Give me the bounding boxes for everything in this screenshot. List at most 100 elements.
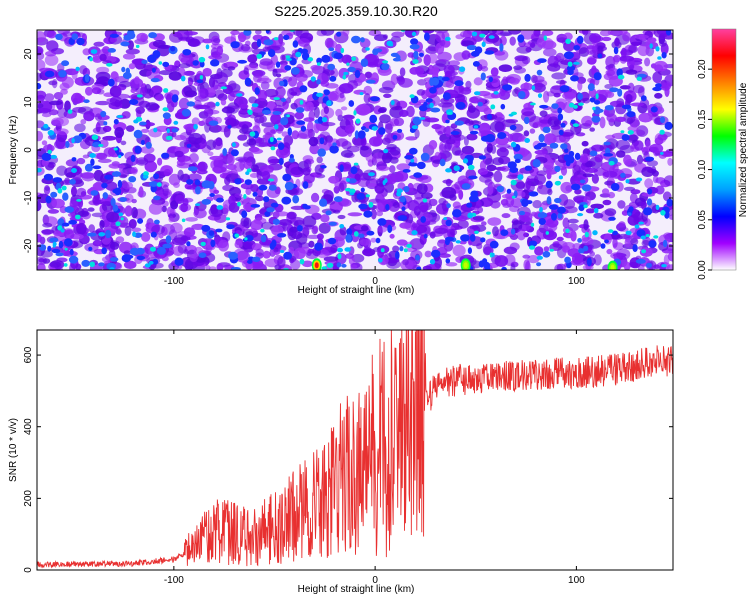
spectrogram-cell [270, 113, 282, 125]
spectrogram-cell [135, 106, 145, 114]
spectrogram-cell [411, 31, 417, 37]
spectrogram-cell [118, 212, 124, 217]
spectrogram-cell [538, 218, 546, 225]
spectrogram-cell [339, 164, 344, 173]
spectrogram-cell [142, 175, 149, 179]
spectrogram-cell [221, 106, 235, 114]
spectrogram-cell [328, 47, 335, 52]
spectrogram-cell [96, 89, 105, 95]
spectrogram-cell [583, 219, 589, 231]
spectrogram-cell [63, 263, 68, 267]
spectrogram-cell [175, 194, 185, 204]
x-tick-label: 0 [372, 276, 378, 287]
spectrogram-cell [459, 66, 466, 72]
spectrogram-cell [183, 31, 198, 36]
spectrogram-cell [61, 60, 70, 67]
spectrogram-cell [292, 40, 299, 48]
spectrogram-cell [220, 86, 227, 90]
spectrogram-cell [290, 259, 301, 270]
spectrogram-cell [44, 54, 59, 66]
spectrogram-cell [83, 99, 90, 104]
spectrogram-cell [577, 81, 583, 91]
spectrogram-cell [640, 200, 647, 210]
spectrogram-cell [443, 217, 448, 221]
spectrogram-cell [491, 252, 495, 257]
spectrogram-cell [453, 84, 464, 94]
spectrogram-cell [451, 161, 458, 167]
spectrogram-cell [76, 222, 87, 235]
spectrogram-cell [173, 234, 189, 244]
spectrogram-cell [316, 92, 323, 97]
spectrogram-cell [477, 168, 489, 176]
snr-x-ticks: -100 0 100 [164, 330, 585, 586]
spectrogram-cell [532, 200, 542, 209]
spectrogram-cell [374, 34, 388, 42]
spectrogram-cell [178, 63, 191, 69]
spectrogram-cell [260, 234, 267, 243]
spectrogram-cell [148, 32, 158, 39]
spectrogram-cell [636, 76, 642, 82]
spectrogram-cell [37, 233, 42, 243]
spectrogram-cell [155, 94, 164, 102]
spectrogram-cell [272, 68, 278, 77]
spectrogram-cell [441, 200, 450, 212]
spectrogram-cell [468, 164, 475, 170]
spectrogram-cell [270, 129, 276, 134]
spectrogram-cell [661, 264, 667, 268]
spectrogram-cell [41, 140, 48, 146]
spectrogram-cell [252, 261, 260, 266]
spectrogram-cell [208, 181, 215, 190]
spectrogram-cell [636, 125, 649, 137]
spectrogram-cell [240, 216, 250, 227]
spectrogram-cell [277, 142, 285, 150]
spectrogram-cell [161, 205, 167, 213]
spectrogram-cell [110, 241, 120, 250]
spectrogram-cell [131, 207, 138, 219]
spectrogram-cell [593, 212, 604, 219]
spectrogram-cell [277, 256, 286, 269]
spectrogram-cell [99, 219, 105, 229]
spectrogram-cell [329, 145, 339, 154]
spectrogram-cell [210, 59, 220, 67]
spectrogram-cell [410, 38, 419, 45]
spectrogram-cell [216, 205, 224, 210]
spectrogram-cell [68, 255, 79, 264]
spectrogram-cell [351, 35, 361, 44]
spectrogram-cell [311, 192, 320, 203]
spectrogram-cell [377, 218, 387, 226]
spectrogram-cell [89, 261, 95, 268]
spectrogram-cell [335, 138, 349, 147]
spectrogram-cell [173, 182, 180, 189]
spectrogram-cell [510, 179, 517, 186]
spectrogram-cell [364, 71, 373, 79]
spectrogram-cell [90, 158, 95, 166]
spectrogram-cell [489, 240, 499, 249]
spectrogram-cell [105, 229, 112, 239]
spectrogram-y-label: Frequency (Hz) [8, 116, 19, 185]
spectrogram-cell [339, 224, 345, 229]
spectrogram-cell [457, 219, 469, 229]
spectrogram-cell [259, 58, 273, 66]
spectrogram-cell [321, 122, 336, 127]
spectrogram-cell [638, 112, 653, 123]
spectrogram-cell [546, 196, 552, 205]
spectrogram-cell [198, 56, 206, 63]
spectrogram-cell [262, 110, 272, 115]
spectrogram-cell [386, 143, 397, 150]
spectrogram-cell [122, 71, 132, 80]
spectrogram-cell [430, 107, 441, 113]
spectrogram-cell [257, 89, 268, 102]
spectrogram-cell [188, 132, 203, 145]
spectrogram-cell [273, 247, 279, 253]
spectrogram-cell [88, 224, 95, 233]
spectrogram-cell [288, 76, 298, 87]
spectrogram-cell [431, 123, 442, 130]
spectrogram-cell [177, 244, 187, 254]
spectrogram-cell [632, 244, 638, 253]
spectrogram-cell [43, 144, 55, 153]
spectrogram-cell [185, 217, 198, 222]
spectrogram-cell [389, 99, 401, 111]
spectrogram-cell [636, 229, 646, 238]
spectrogram-cell [93, 169, 104, 182]
spectrogram-cell [41, 229, 55, 235]
